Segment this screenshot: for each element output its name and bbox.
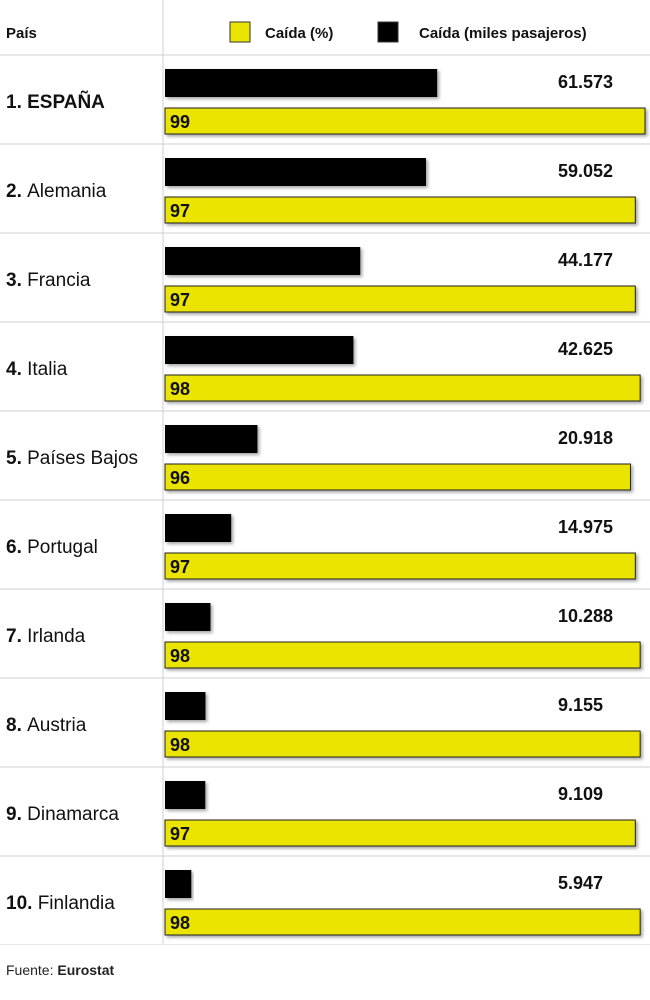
bar-percent — [164, 819, 636, 847]
legend-label: Caída (%) — [265, 25, 333, 42]
table-row: 4. Italia 42.625 98 — [0, 336, 650, 412]
table-row: 2. Alemania 59.052 97 — [0, 158, 650, 234]
category-label: 3. Francia — [6, 270, 91, 291]
category-rank: 7. — [6, 626, 27, 647]
category-rank: 10. — [6, 893, 38, 914]
bar-percent — [164, 107, 646, 135]
table-row: 5. Países Bajos 20.918 96 — [0, 425, 650, 501]
data-label-percent: 98 — [170, 646, 190, 666]
category-name: Francia — [27, 270, 91, 291]
bar-percent — [164, 196, 636, 224]
bar-passengers — [165, 781, 206, 809]
country-column-header: País — [6, 25, 37, 42]
category-name: Italia — [27, 359, 68, 380]
table-row: 7. Irlanda 10.288 98 — [0, 603, 650, 679]
category-rank: 5. — [6, 448, 27, 469]
bar-chart: País Caída (%) Caída (miles pasajeros) 1.… — [0, 0, 650, 945]
bar-percent — [164, 463, 631, 491]
data-label-passengers: 9.109 — [558, 784, 603, 804]
category-rank: 9. — [6, 804, 27, 825]
category-label: 4. Italia — [6, 359, 68, 380]
data-label-percent: 97 — [170, 201, 190, 221]
table-row: 1. ESPAÑA 61.573 99 — [0, 69, 650, 145]
source-prefix: Fuente: — [6, 962, 58, 978]
bar-percent — [164, 285, 636, 313]
category-label: 7. Irlanda — [6, 626, 86, 647]
legend-label: Caída (miles pasajeros) — [419, 25, 587, 42]
bar-passengers — [165, 247, 361, 275]
table-row: 3. Francia 44.177 97 — [0, 247, 650, 323]
bar-percent — [164, 374, 641, 402]
data-label-passengers: 44.177 — [558, 250, 613, 270]
bar-passengers — [165, 692, 206, 720]
legend: Caída (%) Caída (miles pasajeros) — [229, 21, 587, 43]
table-row: 6. Portugal 14.975 97 — [0, 514, 650, 590]
category-label: 10. Finlandia — [6, 893, 115, 914]
category-label: 2. Alemania — [6, 181, 107, 202]
data-label-percent: 98 — [170, 735, 190, 755]
category-label: 5. Países Bajos — [6, 448, 138, 469]
category-label: 6. Portugal — [6, 537, 98, 558]
data-label-passengers: 20.918 — [558, 428, 613, 448]
source-note: Fuente: Eurostat — [6, 962, 114, 978]
category-name: Dinamarca — [27, 804, 119, 825]
category-name: Países Bajos — [27, 448, 138, 469]
category-name: Portugal — [27, 537, 98, 558]
category-rank: 6. — [6, 537, 27, 558]
data-label-passengers: 59.052 — [558, 161, 613, 181]
source-name: Eurostat — [57, 962, 115, 978]
category-label: 8. Austria — [6, 715, 87, 736]
legend-swatch — [229, 21, 251, 43]
data-label-percent: 97 — [170, 824, 190, 844]
category-rank: 2. — [6, 181, 27, 202]
category-rank: 8. — [6, 715, 27, 736]
bar-percent — [164, 730, 641, 758]
category-name: Austria — [27, 715, 87, 736]
table-row: 8. Austria 9.155 98 — [0, 692, 650, 768]
bar-passengers — [165, 514, 232, 542]
table-row: 10. Finlandia 5.947 98 — [0, 870, 650, 945]
data-label-passengers: 5.947 — [558, 873, 603, 893]
bar-percent — [164, 908, 641, 936]
category-rank: 3. — [6, 270, 27, 291]
bar-percent — [164, 641, 641, 669]
data-label-passengers: 61.573 — [558, 72, 613, 92]
data-label-percent: 98 — [170, 913, 190, 933]
data-label-percent: 98 — [170, 379, 190, 399]
data-label-percent: 97 — [170, 557, 190, 577]
table-row: 9. Dinamarca 9.109 97 — [0, 781, 650, 857]
data-label-percent: 96 — [170, 468, 190, 488]
data-label-passengers: 42.625 — [558, 339, 613, 359]
bar-passengers — [165, 69, 438, 97]
category-name: Finlandia — [38, 893, 116, 914]
legend-swatch — [377, 21, 399, 43]
category-label: 9. Dinamarca — [6, 804, 119, 825]
category-label: 1. ESPAÑA — [6, 91, 105, 113]
bar-passengers — [165, 158, 427, 186]
data-label-passengers: 14.975 — [558, 517, 613, 537]
data-label-passengers: 10.288 — [558, 606, 613, 626]
data-label-passengers: 9.155 — [558, 695, 603, 715]
category-name: Alemania — [27, 181, 107, 202]
bar-passengers — [165, 870, 192, 898]
bar-percent — [164, 552, 636, 580]
category-rank: 1. — [6, 92, 27, 113]
category-name: Irlanda — [27, 626, 86, 647]
data-label-percent: 97 — [170, 290, 190, 310]
bar-passengers — [165, 603, 211, 631]
bar-passengers — [165, 425, 258, 453]
category-rank: 4. — [6, 359, 27, 380]
bar-passengers — [165, 336, 354, 364]
data-label-percent: 99 — [170, 112, 190, 132]
category-name: ESPAÑA — [27, 91, 105, 113]
